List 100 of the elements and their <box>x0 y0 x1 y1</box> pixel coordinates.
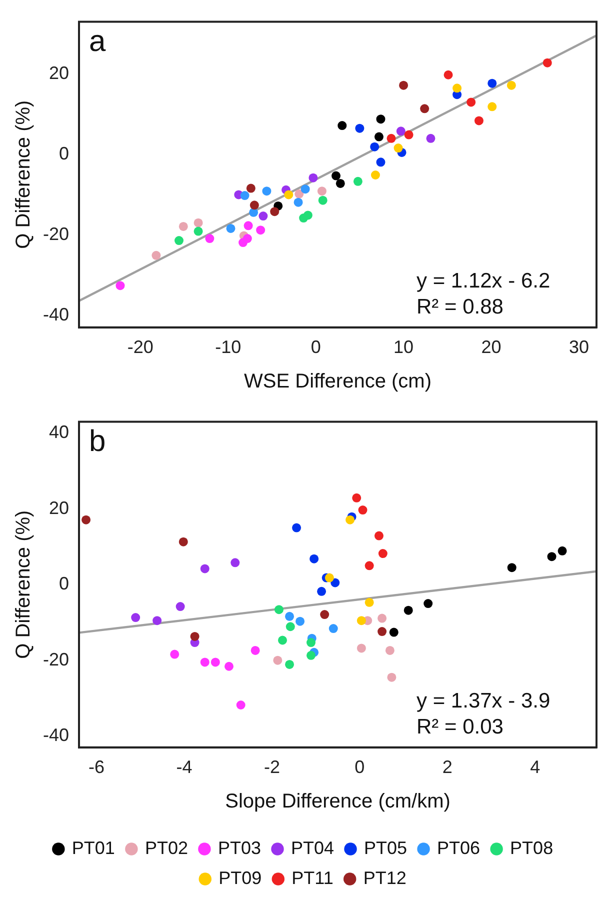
point <box>194 218 203 228</box>
point <box>274 605 284 614</box>
x-tick-label: 4 <box>530 757 540 778</box>
point <box>426 134 436 143</box>
point <box>370 142 380 152</box>
point <box>352 493 362 502</box>
y-tick-label: -40 <box>43 304 70 324</box>
y-tick-label: -40 <box>43 725 70 746</box>
y-axis-title: Q Difference (%) <box>12 510 35 659</box>
point <box>250 200 259 210</box>
annotation: R² = 0.88 <box>416 295 504 318</box>
point <box>258 212 268 221</box>
legend-label: PT11 <box>292 868 334 888</box>
y-tick-label: 20 <box>48 498 70 518</box>
annotation: b <box>89 425 106 458</box>
point <box>310 554 319 564</box>
legend-label: PT03 <box>218 838 261 858</box>
point <box>396 126 406 136</box>
point <box>308 173 318 182</box>
point <box>328 624 338 634</box>
point <box>296 616 305 626</box>
x-axis-title: Slope Difference (cm/km) <box>225 790 450 813</box>
point <box>332 171 341 180</box>
point <box>378 549 388 558</box>
point <box>338 121 347 130</box>
point <box>356 644 366 653</box>
point <box>178 537 188 546</box>
point <box>194 226 203 236</box>
point <box>273 656 282 665</box>
point <box>292 523 302 532</box>
point <box>286 622 295 632</box>
legend-label: PT04 <box>290 838 334 858</box>
annotation: y = 1.37x - 3.9 <box>416 689 550 712</box>
point <box>246 184 256 193</box>
point <box>404 606 413 615</box>
x-tick-label: -2 <box>264 757 280 778</box>
x-tick-label: 0 <box>354 757 365 778</box>
point <box>376 114 386 124</box>
point <box>387 672 396 682</box>
y-tick-label: 40 <box>48 422 70 442</box>
point <box>285 612 294 621</box>
legend-label: PT08 <box>510 838 554 858</box>
point <box>399 80 408 90</box>
point <box>174 236 184 246</box>
annotation: R² = 0.03 <box>416 715 504 738</box>
x-tick-label: 0 <box>310 337 321 358</box>
x-tick-label: -6 <box>88 757 105 778</box>
point <box>330 578 340 588</box>
point <box>353 176 362 186</box>
point <box>466 98 476 107</box>
point <box>294 189 304 198</box>
point <box>346 515 355 524</box>
legend-label: PT12 <box>363 868 406 888</box>
point <box>547 552 556 562</box>
point <box>294 198 303 207</box>
point <box>224 662 234 671</box>
point <box>285 660 294 669</box>
point <box>236 700 246 710</box>
point <box>364 598 374 607</box>
point <box>420 104 430 114</box>
point <box>507 563 516 572</box>
point <box>320 610 330 620</box>
point <box>284 190 294 200</box>
point <box>205 234 214 244</box>
point <box>370 170 380 180</box>
point <box>317 586 326 596</box>
point <box>324 573 334 582</box>
point <box>152 250 161 260</box>
legend-label: PT06 <box>437 838 480 858</box>
point <box>317 186 326 196</box>
x-tick-label: 2 <box>442 757 452 778</box>
point <box>240 191 250 200</box>
point <box>170 650 180 659</box>
point <box>424 599 433 608</box>
point <box>386 134 396 143</box>
point <box>474 116 484 126</box>
point <box>270 207 280 216</box>
point <box>190 632 200 641</box>
point <box>452 84 462 93</box>
annotation: y = 1.12x - 6.2 <box>416 269 550 292</box>
point <box>358 506 368 515</box>
point <box>374 531 384 540</box>
point <box>488 102 497 112</box>
annotation: a <box>89 25 106 58</box>
point <box>250 646 260 655</box>
point <box>356 616 366 626</box>
x-tick-label: 20 <box>481 337 502 358</box>
point <box>300 184 310 194</box>
point <box>210 658 220 667</box>
y-axis-title: Q Difference (%) <box>12 100 35 249</box>
x-tick-label: -4 <box>176 757 192 778</box>
point <box>364 561 374 570</box>
y-tick-label: 0 <box>59 143 70 164</box>
x-tick-label: 30 <box>568 337 589 358</box>
point <box>226 224 236 233</box>
point <box>200 658 210 667</box>
point <box>176 602 185 612</box>
x-tick-label: -20 <box>127 337 154 358</box>
point <box>131 613 140 622</box>
point <box>82 515 91 524</box>
